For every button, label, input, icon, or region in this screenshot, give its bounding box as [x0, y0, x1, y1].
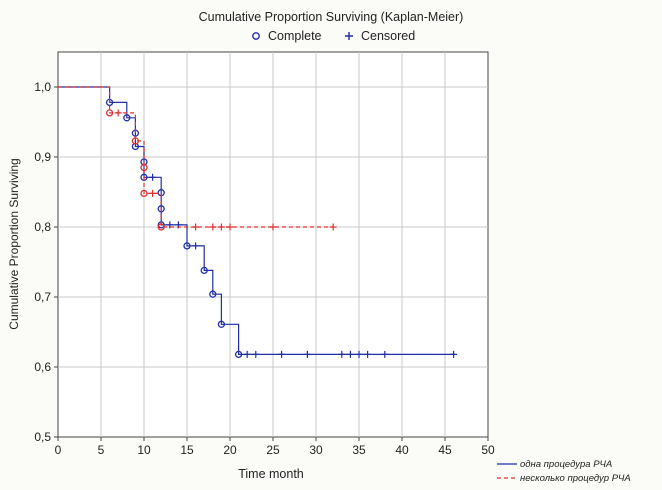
series-1-censored-point	[346, 350, 354, 358]
series-2-censored-point	[209, 223, 217, 231]
x-tick-label: 15	[180, 443, 194, 457]
grid-lines	[58, 52, 488, 437]
x-axis-label: Time month	[238, 467, 304, 481]
series-2-censored-point	[192, 223, 200, 231]
series-1-censored-point	[243, 350, 251, 358]
chart-title: Cumulative Proportion Surviving (Kaplan-…	[199, 10, 464, 24]
legend-series-1-label: одна процедура РЧА	[520, 459, 612, 470]
x-tick-label: 10	[137, 443, 151, 457]
series-1-censored-point	[303, 350, 311, 358]
series-1-event-point	[183, 242, 191, 250]
legend-complete-marker	[252, 32, 260, 40]
series-2-censored-point	[149, 189, 157, 197]
series-1-censored-point	[364, 350, 372, 358]
series-1-censored-point	[252, 350, 260, 358]
y-tick-label: 0,8	[34, 220, 51, 234]
x-tick-label: 5	[98, 443, 105, 457]
series-2-line	[58, 86, 334, 228]
series-1-censored-point	[149, 173, 157, 181]
series-2-censored-point	[114, 109, 122, 117]
series-2-event-point	[105, 109, 114, 117]
series-1-censored-point	[450, 350, 458, 358]
legend-complete-label: Complete	[268, 29, 322, 43]
y-axis-label: Cumulative Proportion Surviving	[7, 158, 21, 329]
marker-legend: Complete Censored	[252, 29, 415, 43]
legend-censored-marker	[345, 32, 353, 40]
x-tick-label: 40	[395, 443, 409, 457]
series-2-censored-point	[269, 223, 277, 231]
series-1-censored-point	[166, 221, 174, 229]
series-layer	[58, 86, 458, 359]
y-tick-label: 0,9	[34, 150, 51, 164]
series-1-event-point	[209, 290, 217, 298]
x-tick-label: 35	[352, 443, 366, 457]
series-2-censored-point	[217, 223, 225, 231]
y-tick-label: 1,0	[34, 80, 51, 94]
legend-series-2-label: несколько процедур РЧА	[520, 473, 631, 484]
series-1-censored-point	[355, 350, 363, 358]
x-tick-label: 0	[55, 443, 62, 457]
series-legend: одна процедура РЧА несколько процедур РЧ…	[497, 459, 631, 484]
series-2-censored-point	[329, 223, 337, 231]
y-tick-label: 0,6	[34, 360, 51, 374]
series-1-censored-point	[338, 350, 346, 358]
series-1-censored-point	[278, 350, 286, 358]
series-1-event-point	[140, 173, 148, 181]
y-axis: 0,5 0,6 0,7 0,8 0,9 1,0	[34, 80, 58, 444]
series-2-event-point	[140, 189, 148, 198]
x-tick-label: 45	[438, 443, 452, 457]
series-1-censored-point	[192, 242, 200, 250]
series-1-event-point	[123, 114, 131, 122]
x-axis: 0 5 10 15 20 25 30 35 40 45 50	[55, 437, 495, 457]
y-tick-label: 0,5	[34, 430, 51, 444]
y-tick-label: 0,7	[34, 290, 51, 304]
series-1-line	[58, 86, 454, 355]
series-1-event-point	[200, 266, 208, 275]
x-tick-label: 30	[309, 443, 323, 457]
series-1-event-point	[217, 320, 226, 328]
series-1-censored-point	[381, 350, 389, 358]
series-2-event-point	[140, 163, 148, 172]
x-tick-label: 50	[481, 443, 495, 457]
series-2-event-point	[157, 223, 165, 231]
series-2-censored-point	[226, 223, 234, 231]
x-tick-label: 25	[266, 443, 280, 457]
x-tick-label: 20	[223, 443, 237, 457]
series-1-event-point	[234, 350, 243, 359]
series-2-event-point	[131, 137, 140, 145]
legend-censored-label: Censored	[361, 29, 415, 43]
